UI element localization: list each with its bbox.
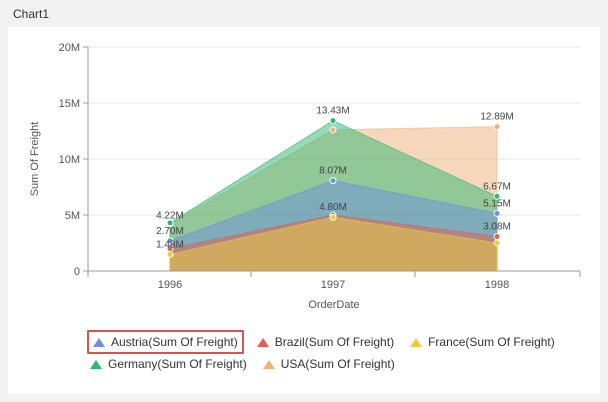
data-point[interactable] <box>166 237 174 245</box>
legend-label: France(Sum Of Freight) <box>428 335 555 349</box>
y-tick-label: 20M <box>59 42 80 54</box>
data-label: 4.80M <box>319 202 347 213</box>
data-point[interactable] <box>329 126 337 134</box>
data-point[interactable] <box>493 239 501 247</box>
data-point[interactable] <box>493 123 501 131</box>
data-label: 4.22M <box>156 211 184 222</box>
x-tick-label: 1997 <box>321 279 345 291</box>
data-point[interactable] <box>329 213 337 221</box>
y-axis-title: Sum Of Freight <box>29 122 41 197</box>
chart-legend: Austria(Sum Of Freight) Brazil(Sum Of Fre… <box>87 330 587 375</box>
data-label: 8.07M <box>319 166 347 177</box>
y-tick-label: 10M <box>59 154 80 166</box>
data-point[interactable] <box>166 250 174 258</box>
data-point[interactable] <box>493 233 501 241</box>
legend-label: USA(Sum Of Freight) <box>280 357 395 371</box>
data-label: 1.48M <box>156 239 184 250</box>
legend-marker-icon <box>93 337 105 347</box>
legend-label: Brazil(Sum Of Freight) <box>274 335 395 349</box>
y-tick-label: 0 <box>74 266 80 278</box>
legend-row: Austria(Sum Of Freight) Brazil(Sum Of Fre… <box>87 330 587 354</box>
data-labels: 12.89M 13.43M 6.67M 2.70M 8.07M 5.15M 3.08M 1.4… <box>156 106 514 251</box>
legend-marker-icon <box>256 337 269 347</box>
data-label: 3.08M <box>483 222 511 233</box>
data-point[interactable] <box>329 177 337 185</box>
panel-title: Chart1 <box>13 7 50 21</box>
axes: 0 5M 10M 15M 20M 1996 1997 1998 OrderDate Sum Of … <box>29 42 581 311</box>
data-points <box>166 117 501 258</box>
y-tick-label: 15M <box>59 98 80 110</box>
legend-row: Germany(Sum Of Freight) USA(Sum Of Freigh… <box>87 353 587 375</box>
legend-item[interactable]: USA(Sum Of Freight) <box>260 354 398 374</box>
legend-label: Austria(Sum Of Freight) <box>111 335 238 349</box>
data-point[interactable] <box>166 219 174 227</box>
legend-item[interactable]: Brazil(Sum Of Freight) <box>254 332 397 352</box>
data-label: 12.89M <box>480 112 513 123</box>
data-label: 6.67M <box>483 181 511 192</box>
legend-item[interactable]: France(Sum Of Freight) <box>407 332 558 352</box>
data-point[interactable] <box>329 117 337 125</box>
data-point[interactable] <box>493 192 501 200</box>
x-tick-label: 1998 <box>485 279 509 291</box>
data-point[interactable] <box>493 209 501 217</box>
x-tick-label: 1996 <box>158 279 182 291</box>
data-label: 5.15M <box>483 198 511 209</box>
legend-marker-icon <box>410 337 423 347</box>
legend-label: Germany(Sum Of Freight) <box>108 357 247 371</box>
series-areas <box>169 120 498 272</box>
data-label: 13.43M <box>316 106 349 117</box>
legend-item[interactable]: Germany(Sum Of Freight) <box>87 354 250 374</box>
y-tick-label: 5M <box>65 210 80 222</box>
legend-item[interactable]: Austria(Sum Of Freight) <box>87 330 244 354</box>
legend-marker-icon <box>90 359 102 369</box>
legend-marker-icon <box>262 359 275 369</box>
data-label: 2.70M <box>156 226 184 237</box>
x-axis-title: OrderDate <box>308 299 359 311</box>
